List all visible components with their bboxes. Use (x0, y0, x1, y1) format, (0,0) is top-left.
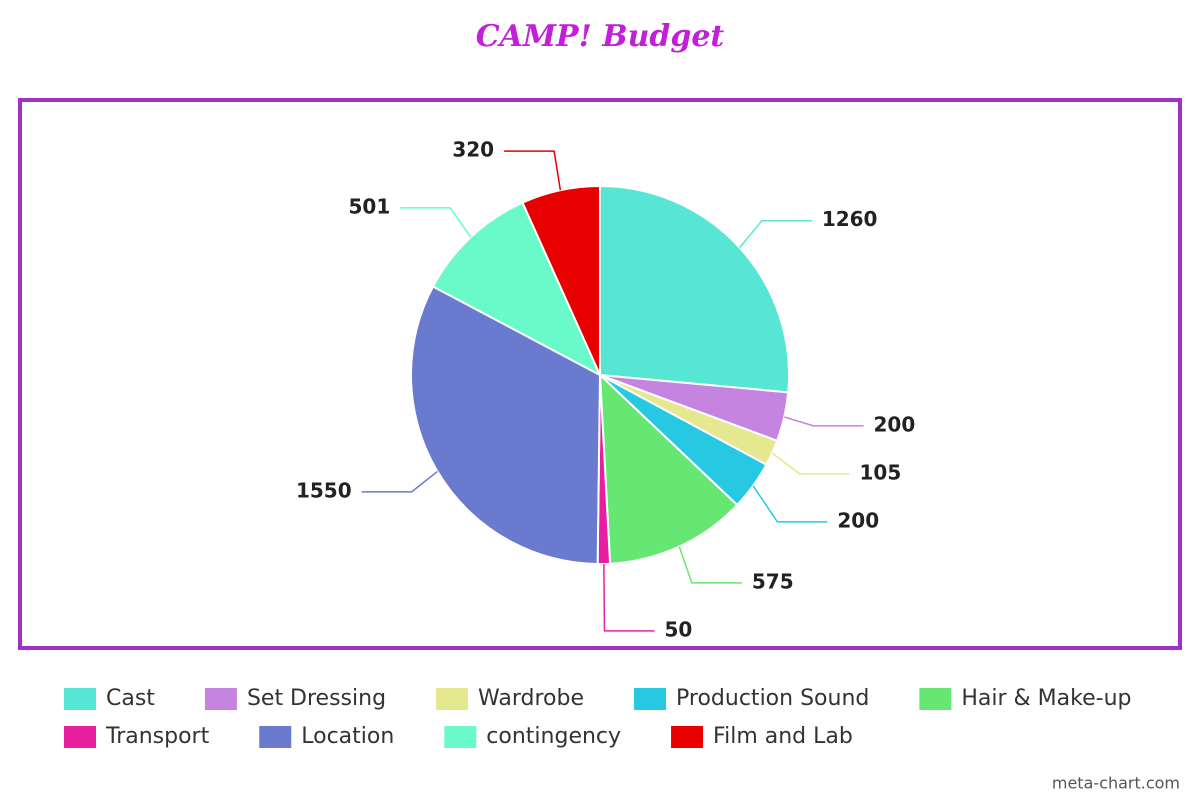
legend-label: Transport (105, 724, 210, 749)
chart-title: CAMP! Budget (476, 19, 725, 54)
value-label: 200 (874, 412, 916, 436)
legend-swatch (671, 726, 704, 748)
value-label: 1550 (296, 478, 352, 502)
legend-swatch (204, 688, 237, 710)
pie-slice (521, 184, 601, 376)
value-label: 501 (349, 194, 391, 218)
value-label: 200 (837, 508, 879, 532)
value-label: 320 (452, 138, 494, 162)
leader-line (504, 150, 562, 191)
legend-label: Production Sound (676, 686, 869, 711)
pie-slice (410, 285, 602, 565)
pie-slice (431, 201, 603, 378)
value-label: 1260 (822, 207, 878, 231)
credit: meta-chart.com (1052, 774, 1180, 793)
legend-label: Set Dressing (247, 686, 386, 711)
leader-line (752, 485, 828, 523)
leader-line (400, 207, 472, 238)
legend-label: Cast (106, 686, 155, 711)
pie-slice (599, 184, 790, 394)
legend-label: contingency (486, 724, 621, 749)
pie-slice (598, 372, 739, 565)
legend-label: Wardrobe (478, 686, 584, 711)
value-label: 575 (752, 569, 794, 593)
leader-line (603, 563, 655, 632)
leader-line (361, 470, 438, 493)
legend-swatch (444, 726, 477, 748)
value-label: 50 (664, 617, 692, 641)
legend-swatch (64, 688, 96, 710)
leader-line (739, 219, 812, 249)
legend-swatch (259, 726, 292, 748)
value-label: 105 (859, 460, 901, 484)
legend-swatch (919, 688, 952, 710)
leader-line (784, 416, 864, 427)
legend-swatch (436, 688, 469, 710)
leader-line (771, 452, 850, 475)
chart-frame (18, 98, 1182, 650)
legend-label: Film and Lab (713, 724, 853, 749)
legend-swatch (634, 688, 667, 710)
legend-label: Location (301, 724, 394, 749)
leader-line (678, 546, 742, 584)
legend-swatch (64, 726, 96, 748)
legend-label: Hair & Make-up (961, 686, 1131, 711)
